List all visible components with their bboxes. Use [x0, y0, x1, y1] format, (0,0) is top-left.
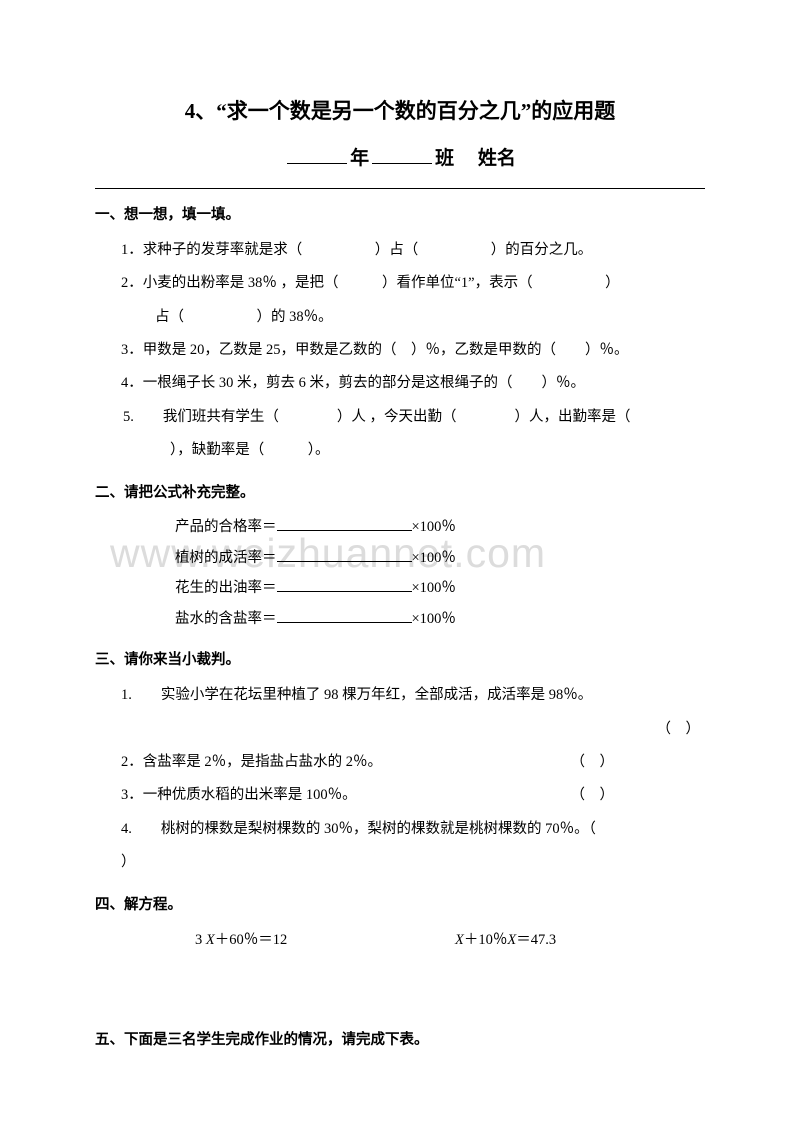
s1-q4: 4．一根绳子长 30 米，剪去 6 米，剪去的部分是这根绳子的（ ）％。 [121, 367, 705, 400]
year-blank[interactable] [287, 163, 347, 164]
equation-1: 3 X＋60％＝12 [195, 924, 455, 957]
f1-blank[interactable] [277, 530, 412, 531]
formula-2: 植树的成活率＝ ×100％ [175, 543, 705, 573]
formula-3: 花生的出油率＝ ×100％ [175, 573, 705, 603]
s1-q2b: 占（ ）的 38％。 [155, 301, 705, 334]
f4-label: 盐水的含盐率＝ [175, 611, 277, 627]
section4-header: 四、解方程。 [95, 893, 705, 914]
f4-blank[interactable] [277, 622, 412, 623]
eq2-post: ＝47.3 [516, 932, 556, 948]
eq1-post: ＋60％＝12 [215, 932, 288, 948]
eq2-x: X [455, 932, 464, 948]
f2-blank[interactable] [277, 561, 412, 562]
worksheet-title: 4、“求一个数是另一个数的百分之几”的应用题 [95, 95, 705, 125]
f1-suffix: ×100％ [412, 519, 456, 535]
student-info-line: 年 班 姓名 [95, 143, 705, 170]
eq1-x: X [206, 932, 215, 948]
s1-q5a: 5. 我们班共有学生（ ）人 ，今天出勤（ ）人，出勤率是（ [165, 401, 705, 434]
s3-q1: 1. 实验小学在花坛里种植了 98 棵万年红，全部成活，成活率是 98％。 [155, 679, 705, 712]
f2-label: 植树的成活率＝ [175, 550, 277, 566]
f3-suffix: ×100％ [412, 580, 456, 596]
year-label: 年 [350, 148, 369, 169]
horizontal-divider [95, 188, 705, 189]
class-blank[interactable] [372, 163, 432, 164]
s1-q2a: 2．小麦的出粉率是 38％ ，是把（ ）看作单位“1”，表示（ ） [121, 267, 705, 300]
s3-q4b: ） [121, 846, 705, 879]
equation-row: 3 X＋60％＝12 X＋10％X＝47.3 [195, 924, 705, 957]
formula-4: 盐水的含盐率＝ ×100％ [175, 604, 705, 634]
s3-q2: 2．含盐率是 2％，是指盐占盐水的 2％。 （ ） [121, 746, 705, 779]
f3-blank[interactable] [277, 591, 412, 592]
s1-q5b: ），缺勤率是（ ）。 [170, 434, 705, 467]
s1-q3: 3．甲数是 20，乙数是 25，甲数是乙数的（ ）％，乙数是甲数的（ ）％。 [121, 334, 705, 367]
eq2-mid: ＋10％ [464, 932, 508, 948]
section1-header: 一、想一想，填一填。 [95, 203, 705, 224]
f1-label: 产品的合格率＝ [175, 519, 277, 535]
formula-1: 产品的合格率＝ ×100％ [175, 512, 705, 542]
eq1-pre: 3 [195, 932, 206, 948]
s1-q1: 1．求种子的发芽率就是求（ ）占（ ）的百分之几。 [121, 234, 705, 267]
f2-suffix: ×100％ [412, 550, 456, 566]
eq2-x2: X [507, 932, 516, 948]
section2-header: 二、请把公式补充完整。 [95, 481, 705, 502]
name-label: 姓名 [478, 148, 516, 169]
s3-q1-paren[interactable]: （ ） [95, 713, 705, 746]
class-label: 班 [435, 148, 454, 169]
s3-q3: 3．一种优质水稻的出米率是 100％。 （ ） [121, 779, 705, 812]
equation-2: X＋10％X＝47.3 [455, 924, 556, 957]
f4-suffix: ×100％ [412, 611, 456, 627]
section3-header: 三、请你来当小裁判。 [95, 648, 705, 669]
f3-label: 花生的出油率＝ [175, 580, 277, 596]
section5-header: 五、下面是三名学生完成作业的情况，请完成下表。 [95, 1028, 705, 1049]
s3-q4: 4. 桃树的棵数是梨树棵数的 30％，梨树的棵数就是桃树棵数的 70％。（ [155, 813, 705, 846]
